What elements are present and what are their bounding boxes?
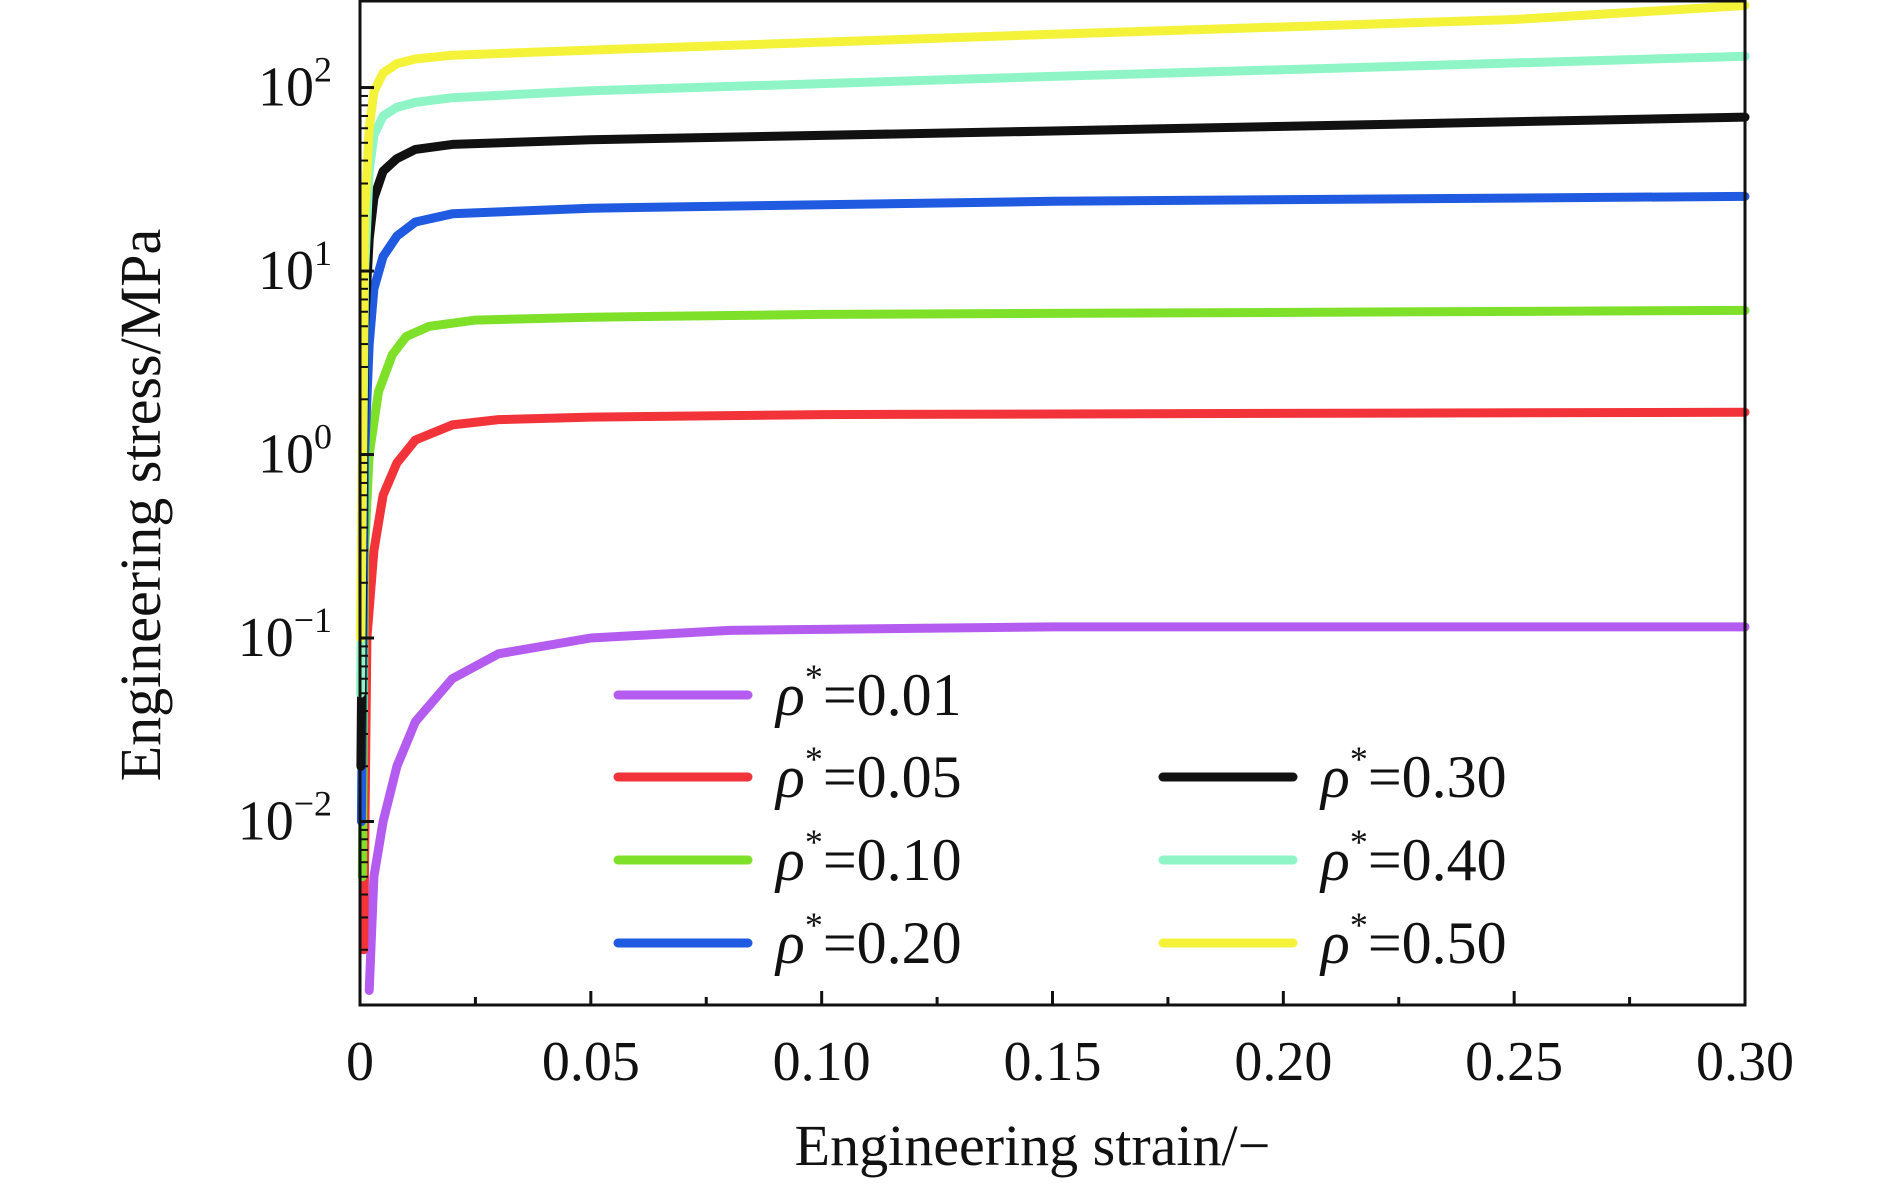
series-line-5 [356,51,1750,698]
x-tick-label: 0.05 [542,1031,640,1093]
x-tick-label: 0.15 [1004,1031,1102,1093]
x-axis-title: Engineering strain/− [795,1113,1271,1178]
plot-frame [358,0,1747,1007]
x-tick-label: 0 [346,1031,374,1093]
legend-label-4: ρ*=0.30 [1319,739,1507,810]
legend-label-2: ρ*=0.10 [774,822,962,893]
x-tick-label: 0.25 [1465,1031,1563,1093]
y-tick-base: 10 [258,57,314,119]
legend-star: * [805,822,823,862]
y-tick-exponent: −1 [294,600,332,640]
y-tick-exponent: 1 [314,233,332,273]
legend-star: * [805,739,823,779]
legend-rho: ρ [774,827,805,893]
y-tick-exponent: 0 [314,417,332,457]
series-line-0 [364,622,1750,995]
x-tick-label: 0.20 [1234,1031,1332,1093]
y-axis-title: Engineering stress/MPa [108,229,173,782]
series-line-3 [356,191,1750,826]
y-tick-base: 10 [258,240,314,302]
legend-value: =0.20 [823,910,962,976]
x-axis: 0 0.05 0.10 0.15 0.20 0.25 0.30 [346,991,1794,1093]
legend-value: =0.40 [1368,827,1507,893]
y-tick-label: 100 [258,417,332,486]
legend-label-6: ρ*=0.50 [1319,905,1507,976]
legend-rho: ρ [774,662,805,728]
legend-value: =0.50 [1368,910,1507,976]
legend-star: * [805,905,823,945]
legend-label-3: ρ*=0.20 [774,905,962,976]
y-tick-exponent: 2 [314,50,332,90]
y-tick-exponent: −2 [294,784,332,824]
y-tick-label: 101 [258,233,332,302]
legend: ρ*=0.01ρ*=0.05ρ*=0.10ρ*=0.20ρ*=0.30ρ*=0.… [613,657,1507,976]
legend-value: =0.05 [823,744,962,810]
x-tick-label: 0.30 [1696,1031,1794,1093]
legend-label-5: ρ*=0.40 [1319,822,1507,893]
series-layer [356,1,1750,995]
series-line-2 [357,305,1750,882]
legend-label-1: ρ*=0.05 [774,739,962,810]
series-line-6 [356,1,1750,643]
y-tick-label: 102 [258,50,332,119]
legend-value: =0.01 [823,662,962,728]
legend-star: * [1350,905,1368,945]
legend-rho: ρ [1319,910,1350,976]
legend-rho: ρ [774,744,805,810]
y-tick-base: 10 [238,791,294,853]
legend-star: * [1350,822,1368,862]
y-tick-base: 10 [238,607,294,669]
x-tick-label: 0.10 [773,1031,871,1093]
legend-star: * [805,657,823,697]
legend-star: * [1350,739,1368,779]
y-tick-base: 10 [258,424,314,486]
legend-label-0: ρ*=0.01 [774,657,962,728]
y-tick-label: 10−2 [238,784,332,853]
legend-value: =0.10 [823,827,962,893]
legend-rho: ρ [1319,744,1350,810]
series-line-4 [356,112,1750,771]
y-tick-label: 10−1 [238,600,332,669]
legend-rho: ρ [774,910,805,976]
legend-value: =0.30 [1368,744,1507,810]
series-line-1 [359,407,1750,955]
legend-rho: ρ [1319,827,1350,893]
